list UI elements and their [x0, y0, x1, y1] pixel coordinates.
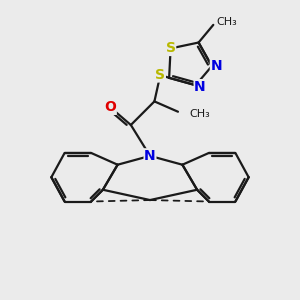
- Text: CH₃: CH₃: [216, 17, 237, 27]
- Text: N: N: [210, 59, 222, 73]
- Text: N: N: [144, 149, 156, 163]
- Text: S: S: [155, 68, 165, 82]
- Text: CH₃: CH₃: [189, 109, 210, 119]
- Text: N: N: [194, 80, 206, 94]
- Text: O: O: [104, 100, 116, 114]
- Text: S: S: [166, 41, 176, 56]
